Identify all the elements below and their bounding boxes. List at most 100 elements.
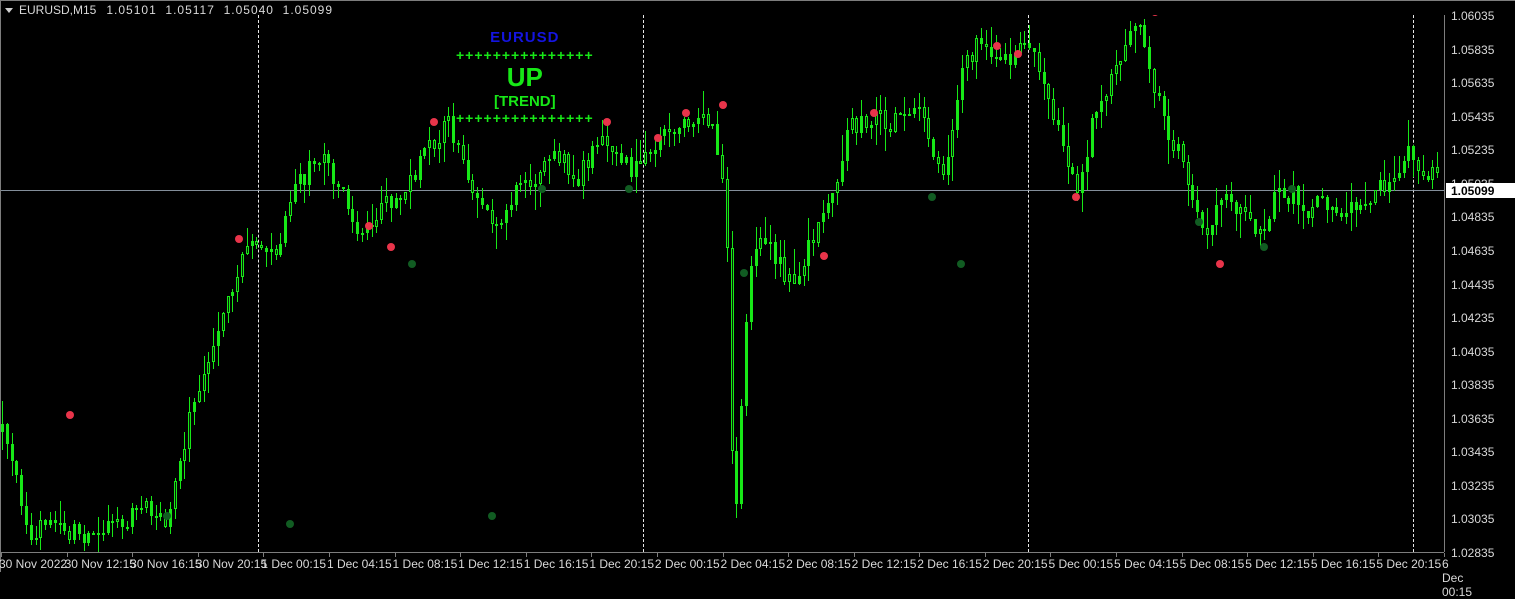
candle-body[interactable] bbox=[1057, 120, 1060, 126]
candle-body[interactable] bbox=[591, 146, 594, 168]
candle-body[interactable] bbox=[951, 130, 954, 157]
candlestick-plot-area[interactable]: EURUSD +++++++++++++++ UP [TREND] ++++++… bbox=[1, 15, 1444, 552]
candle-body[interactable] bbox=[697, 118, 700, 124]
symbol-dropdown-icon[interactable] bbox=[5, 8, 13, 13]
candle-body[interactable] bbox=[111, 521, 114, 523]
candle-body[interactable] bbox=[774, 242, 777, 264]
candle-body[interactable] bbox=[1225, 194, 1228, 200]
candle-body[interactable] bbox=[913, 108, 916, 114]
buy-signal-dot[interactable] bbox=[1288, 185, 1296, 193]
candle-body[interactable] bbox=[159, 513, 162, 517]
candle-body[interactable] bbox=[1129, 31, 1132, 45]
candle-body[interactable] bbox=[49, 520, 52, 526]
candle-body[interactable] bbox=[683, 119, 686, 129]
candle-body[interactable] bbox=[1398, 173, 1401, 179]
candle-body[interactable] bbox=[1374, 190, 1377, 202]
candle-body[interactable] bbox=[1115, 65, 1118, 74]
candle-body[interactable] bbox=[529, 180, 532, 187]
candle-body[interactable] bbox=[452, 116, 455, 143]
candle-body[interactable] bbox=[212, 346, 215, 362]
candle-body[interactable] bbox=[745, 322, 748, 406]
candle-body[interactable] bbox=[1182, 144, 1185, 162]
candle-body[interactable] bbox=[337, 184, 340, 188]
candle-body[interactable] bbox=[1436, 167, 1439, 173]
candle-body[interactable] bbox=[1403, 161, 1406, 173]
candle-body[interactable] bbox=[942, 164, 945, 175]
candle-body[interactable] bbox=[150, 501, 153, 516]
candle-body[interactable] bbox=[1038, 52, 1041, 72]
candle-body[interactable] bbox=[1393, 178, 1396, 182]
candle-body[interactable] bbox=[1119, 61, 1122, 65]
candle-body[interactable] bbox=[635, 161, 638, 178]
candle-body[interactable] bbox=[999, 57, 1002, 60]
candle-body[interactable] bbox=[884, 110, 887, 129]
candle-body[interactable] bbox=[174, 481, 177, 508]
candle-body[interactable] bbox=[1379, 180, 1382, 191]
candle-body[interactable] bbox=[654, 150, 657, 153]
candle-body[interactable] bbox=[673, 132, 676, 135]
candle-body[interactable] bbox=[241, 254, 244, 277]
candle-body[interactable] bbox=[313, 161, 316, 164]
candle-body[interactable] bbox=[236, 277, 239, 292]
candle-body[interactable] bbox=[836, 182, 839, 193]
candle-body[interactable] bbox=[759, 238, 762, 249]
candle-body[interactable] bbox=[203, 374, 206, 391]
candle-body[interactable] bbox=[1100, 101, 1103, 113]
candle-body[interactable] bbox=[1081, 172, 1084, 193]
candle-body[interactable] bbox=[1422, 171, 1425, 176]
candle-body[interactable] bbox=[1369, 203, 1372, 205]
candle-body[interactable] bbox=[932, 139, 935, 156]
candle-body[interactable] bbox=[179, 461, 182, 481]
candle-body[interactable] bbox=[678, 128, 681, 134]
candle-body[interactable] bbox=[188, 412, 191, 450]
candle-body[interactable] bbox=[59, 523, 62, 525]
candle-body[interactable] bbox=[1417, 160, 1420, 171]
candle-body[interactable] bbox=[1335, 207, 1338, 213]
candle-body[interactable] bbox=[1095, 112, 1098, 118]
candle-body[interactable] bbox=[1311, 207, 1314, 218]
candle-body[interactable] bbox=[443, 121, 446, 143]
candle-body[interactable] bbox=[971, 55, 974, 62]
candle-body[interactable] bbox=[1052, 99, 1055, 119]
candle-body[interactable] bbox=[779, 257, 782, 264]
candle-body[interactable] bbox=[937, 157, 940, 164]
candle-body[interactable] bbox=[841, 161, 844, 182]
candle-body[interactable] bbox=[625, 157, 628, 163]
candle-body[interactable] bbox=[246, 246, 249, 254]
candle-body[interactable] bbox=[663, 129, 666, 136]
candle-body[interactable] bbox=[1359, 205, 1362, 210]
candle-body[interactable] bbox=[1172, 140, 1175, 151]
candle-body[interactable] bbox=[1167, 116, 1170, 140]
candle-body[interactable] bbox=[606, 136, 609, 147]
candle-body[interactable] bbox=[6, 424, 9, 444]
sell-signal-dot[interactable] bbox=[1072, 193, 1080, 201]
candle-body[interactable] bbox=[956, 100, 959, 130]
candle-body[interactable] bbox=[731, 248, 734, 450]
candle-body[interactable] bbox=[39, 520, 42, 537]
sell-signal-dot[interactable] bbox=[235, 235, 243, 243]
sell-signal-dot[interactable] bbox=[66, 411, 74, 419]
candle-body[interactable] bbox=[131, 508, 134, 527]
candle-body[interactable] bbox=[990, 47, 993, 57]
candle-body[interactable] bbox=[793, 274, 796, 284]
candle-body[interactable] bbox=[207, 362, 210, 374]
candle-body[interactable] bbox=[980, 38, 983, 44]
candle-body[interactable] bbox=[491, 210, 494, 225]
candle-body[interactable] bbox=[260, 245, 263, 249]
candle-body[interactable] bbox=[433, 140, 436, 150]
candle-body[interactable] bbox=[582, 160, 585, 186]
candle-body[interactable] bbox=[803, 266, 806, 276]
candle-body[interactable] bbox=[1244, 207, 1247, 211]
candle-body[interactable] bbox=[68, 531, 71, 540]
candle-body[interactable] bbox=[471, 180, 474, 193]
candle-body[interactable] bbox=[812, 240, 815, 243]
candle-body[interactable] bbox=[755, 249, 758, 265]
candle-body[interactable] bbox=[275, 249, 278, 256]
candle-body[interactable] bbox=[107, 521, 110, 533]
candle-body[interactable] bbox=[769, 242, 772, 244]
candle-body[interactable] bbox=[572, 175, 575, 179]
candle-body[interactable] bbox=[1043, 72, 1046, 84]
sell-signal-dot[interactable] bbox=[993, 42, 1001, 50]
candle-body[interactable] bbox=[865, 116, 868, 129]
candle-body[interactable] bbox=[20, 475, 23, 507]
